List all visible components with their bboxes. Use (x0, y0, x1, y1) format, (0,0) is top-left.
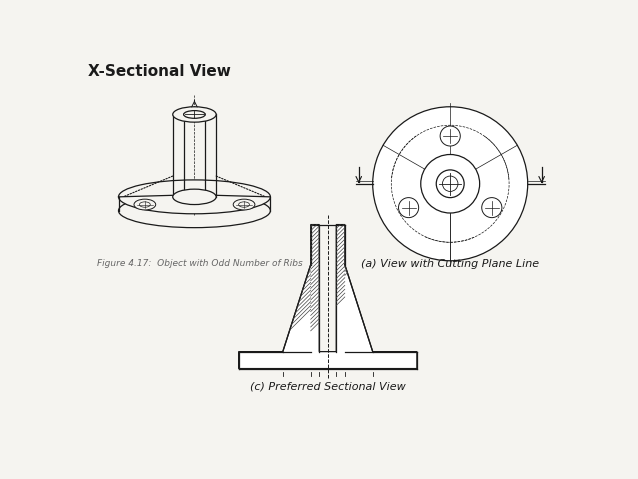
Ellipse shape (173, 107, 216, 122)
Text: (c) Preferred Sectional View: (c) Preferred Sectional View (250, 381, 406, 391)
Circle shape (436, 170, 464, 198)
Ellipse shape (239, 202, 249, 207)
Ellipse shape (134, 199, 156, 210)
Ellipse shape (173, 189, 216, 205)
Ellipse shape (234, 199, 255, 210)
Ellipse shape (184, 111, 205, 118)
Circle shape (440, 126, 460, 146)
Circle shape (399, 198, 419, 217)
Circle shape (373, 107, 528, 261)
Ellipse shape (119, 194, 271, 228)
Circle shape (482, 198, 502, 217)
Ellipse shape (140, 202, 151, 207)
Text: Figure 4.17:  Object with Odd Number of Ribs: Figure 4.17: Object with Odd Number of R… (97, 259, 302, 268)
Polygon shape (239, 225, 417, 368)
Text: (a) View with Cutting Plane Line: (a) View with Cutting Plane Line (361, 259, 539, 269)
Ellipse shape (119, 180, 271, 214)
Text: X-Sectional View: X-Sectional View (87, 64, 230, 80)
Circle shape (420, 155, 480, 213)
Circle shape (442, 176, 458, 192)
